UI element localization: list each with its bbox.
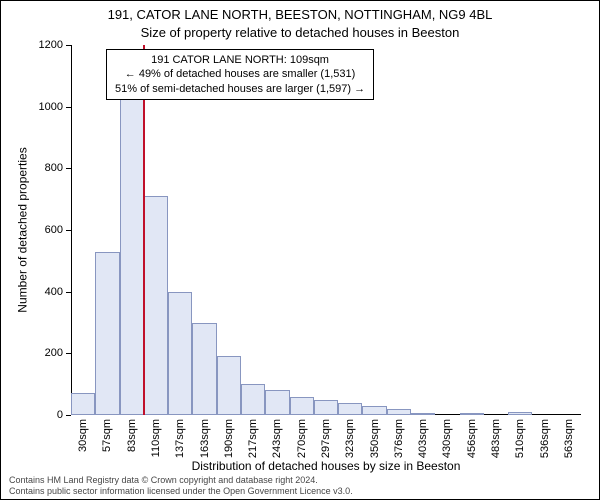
ytick-label: 800 (45, 162, 71, 174)
histogram-bar (460, 413, 484, 415)
xtick-label: 297sqm (320, 419, 332, 458)
xtick-label: 510sqm (514, 419, 526, 458)
histogram-bar (241, 384, 265, 415)
xtick-label: 376sqm (393, 419, 405, 458)
subtitle: Size of property relative to detached ho… (1, 25, 599, 40)
y-axis-label-wrap: Number of detached properties (15, 45, 31, 415)
ytick-label: 400 (45, 286, 71, 298)
xtick-label: 217sqm (247, 419, 259, 458)
plot-area: 02004006008001000120030sqm57sqm83sqm110s… (71, 45, 581, 415)
histogram-bar (168, 292, 192, 415)
ytick-label: 1000 (39, 101, 71, 113)
xtick-label: 270sqm (296, 419, 308, 458)
xtick-label: 190sqm (223, 419, 235, 458)
xtick-label: 30sqm (77, 419, 89, 452)
xtick-label: 483sqm (490, 419, 502, 458)
histogram-bar (144, 196, 168, 415)
xtick-label: 163sqm (199, 419, 211, 458)
xtick-label: 83sqm (126, 419, 138, 452)
xtick-label: 456sqm (466, 419, 478, 458)
histogram-bar (362, 406, 386, 415)
xtick-label: 403sqm (417, 419, 429, 458)
xtick-label: 323sqm (344, 419, 356, 458)
histogram-bar (314, 400, 338, 415)
info-line-1: 191 CATOR LANE NORTH: 109sqm (115, 53, 365, 67)
histogram-bar (411, 413, 435, 415)
xtick-label: 57sqm (101, 419, 113, 452)
ytick-label: 1200 (39, 39, 71, 51)
histogram-bar (265, 390, 289, 415)
histogram-bar (387, 409, 411, 415)
y-axis-label: Number of detached properties (16, 147, 30, 312)
info-line-3: 51% of semi-detached houses are larger (… (115, 82, 365, 96)
histogram-bar (71, 393, 95, 415)
histogram-bar (290, 397, 314, 416)
x-axis-label: Distribution of detached houses by size … (71, 459, 581, 473)
footer-line-1: Contains HM Land Registry data © Crown c… (9, 475, 353, 486)
histogram-bar (217, 356, 241, 415)
xtick-label: 137sqm (174, 419, 186, 458)
xtick-label: 350sqm (369, 419, 381, 458)
info-box: 191 CATOR LANE NORTH: 109sqm ← 49% of de… (106, 49, 374, 100)
histogram-bar (192, 323, 216, 416)
info-line-2: ← 49% of detached houses are smaller (1,… (115, 67, 365, 81)
xtick-label: 430sqm (441, 419, 453, 458)
address-title: 191, CATOR LANE NORTH, BEESTON, NOTTINGH… (1, 7, 599, 22)
ytick-label: 0 (57, 409, 71, 421)
property-marker-line (143, 45, 145, 415)
ytick-label: 600 (45, 224, 71, 236)
chart-container: 191, CATOR LANE NORTH, BEESTON, NOTTINGH… (0, 0, 600, 500)
histogram-bar (338, 403, 362, 415)
histogram-bar (95, 252, 119, 415)
xtick-label: 110sqm (150, 419, 162, 457)
footer: Contains HM Land Registry data © Crown c… (9, 475, 353, 497)
ytick-label: 200 (45, 347, 71, 359)
y-axis-line (71, 45, 72, 415)
xtick-label: 536sqm (539, 419, 551, 458)
footer-line-2: Contains public sector information licen… (9, 486, 353, 497)
histogram-bar (508, 412, 532, 415)
xtick-label: 563sqm (563, 419, 575, 458)
histogram-bar (120, 91, 144, 415)
xtick-label: 243sqm (271, 419, 283, 458)
